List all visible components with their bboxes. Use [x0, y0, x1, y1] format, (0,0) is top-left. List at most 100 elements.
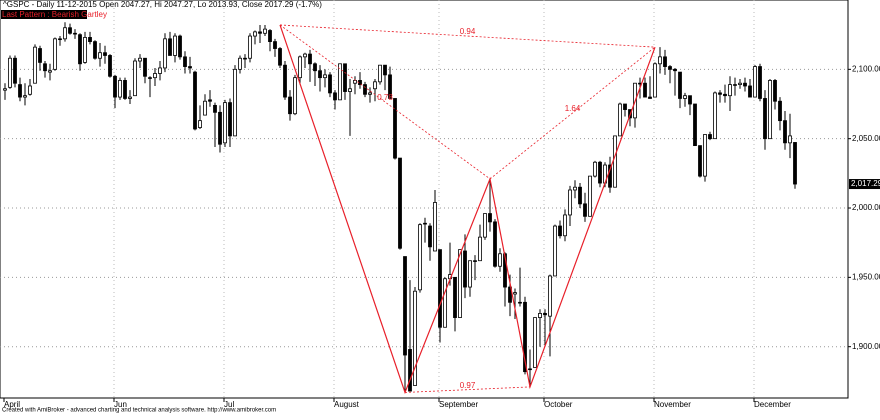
candle-body — [443, 278, 447, 328]
candle-body — [413, 290, 417, 386]
candle-body — [528, 368, 532, 371]
x-tick-label: September — [439, 400, 478, 409]
pattern-ratio-line — [404, 386, 531, 393]
candle-body — [113, 75, 117, 98]
candle-body — [703, 134, 707, 177]
candle-body — [683, 95, 687, 99]
candle-body — [308, 53, 312, 65]
candle-body — [353, 80, 357, 84]
pattern-label-bg — [1, 10, 87, 19]
candle-body — [88, 37, 92, 43]
x-tick-label: Jul — [224, 400, 234, 409]
candle-body — [363, 84, 367, 95]
candle-body — [23, 95, 27, 98]
candle-body — [8, 57, 12, 88]
candle-body — [238, 57, 242, 70]
candle-body — [558, 225, 562, 237]
candle-body — [78, 34, 82, 65]
candle-body — [563, 214, 567, 237]
candle-body — [368, 92, 372, 95]
candle-body — [198, 120, 202, 128]
candle-body — [68, 27, 72, 34]
candle-body — [763, 98, 767, 140]
candle-body — [478, 236, 482, 262]
candle-body — [463, 250, 467, 288]
candle-body — [278, 48, 282, 66]
candle-body — [438, 249, 442, 328]
candle-body — [608, 164, 612, 188]
y-tick-label: 2,050.00 — [852, 134, 880, 143]
pattern-ratio-line — [279, 24, 491, 180]
pattern-ratio-label: 1.64 — [565, 104, 581, 113]
candle-body — [43, 63, 47, 72]
candle-body — [773, 80, 777, 102]
candle-body — [643, 82, 647, 98]
candle-body — [393, 98, 397, 159]
candle-body — [698, 145, 702, 177]
candle-body — [578, 186, 582, 205]
candle-body — [673, 68, 677, 72]
candle-body — [418, 224, 422, 291]
candle-body — [108, 55, 112, 77]
candle-body — [28, 85, 32, 95]
candle-body — [618, 103, 622, 137]
candle-body — [538, 313, 542, 318]
candle-body — [328, 74, 332, 94]
pattern-ratio-label: 0.78 — [377, 93, 393, 102]
candle-body — [523, 301, 527, 373]
candle-body — [168, 38, 172, 56]
candle-body — [613, 135, 617, 188]
candle-body — [373, 81, 377, 90]
candle-body — [188, 66, 192, 69]
candle-body — [223, 102, 227, 144]
candle-body — [748, 85, 752, 98]
pattern-ratio-line — [279, 24, 656, 48]
candle-body — [743, 82, 747, 87]
last-value-label: 2,017.29 — [851, 179, 880, 188]
candle-body — [123, 80, 127, 99]
candle-body — [208, 99, 212, 102]
y-tick-label: 1,950.00 — [852, 272, 880, 281]
plot-area — [0, 0, 849, 399]
candle-body — [233, 68, 237, 137]
candle-body — [598, 161, 602, 184]
candle-body — [338, 63, 342, 101]
candle-body — [398, 157, 402, 249]
candle-body — [258, 31, 262, 34]
last-value-box — [849, 179, 880, 190]
candle-body — [758, 66, 762, 99]
candle-body — [13, 57, 17, 84]
x-tick-label: August — [334, 400, 360, 409]
candle-body — [248, 35, 252, 59]
x-tick-label: November — [654, 400, 691, 409]
candle-body — [498, 253, 502, 267]
candle-body — [203, 100, 207, 116]
candle-body — [213, 104, 217, 113]
candle-body — [183, 56, 187, 67]
candle-body — [148, 77, 152, 79]
candle-body — [313, 63, 317, 72]
candle-body — [473, 260, 477, 262]
pattern-label: Last Pattern : Bearish Gartley — [2, 10, 107, 19]
candle-body — [738, 82, 742, 85]
candle-body — [658, 56, 662, 65]
candle-body — [133, 60, 137, 97]
candle-body — [178, 35, 182, 58]
pattern-ratio-label: 0.94 — [460, 27, 476, 36]
candle-body — [708, 134, 712, 140]
y-tick-label: 1,900.00 — [852, 342, 880, 351]
candle-body — [423, 222, 427, 225]
candle-body — [218, 111, 222, 145]
candle-body — [483, 213, 487, 238]
candle-body — [753, 66, 757, 98]
candle-body — [768, 80, 772, 140]
pattern-ratio-line — [489, 46, 656, 180]
candle-body — [453, 276, 457, 318]
candle-body — [623, 103, 627, 110]
candle-body — [303, 53, 307, 58]
candle-body — [343, 63, 347, 92]
candle-body — [98, 52, 102, 59]
candle-body — [408, 349, 412, 392]
x-tick-label: October — [544, 400, 573, 409]
